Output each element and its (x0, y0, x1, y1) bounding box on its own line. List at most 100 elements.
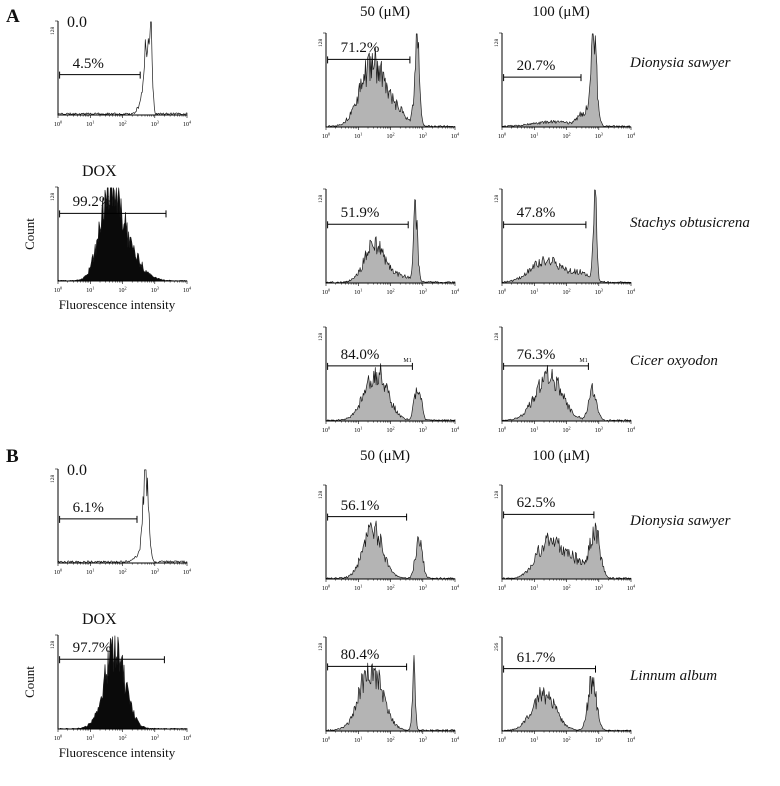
svg-text:102: 102 (562, 132, 570, 141)
histogram-b-dox: 128 100 101 102 103 104 DOX 97.7% Count Fluor… (22, 611, 192, 760)
svg-text:101: 101 (530, 132, 538, 141)
svg-text:101: 101 (86, 286, 94, 295)
plot-title: 0.0 (67, 14, 87, 31)
svg-text:103: 103 (595, 132, 603, 141)
svg-text:100: 100 (498, 426, 506, 435)
svg-text:101: 101 (86, 734, 94, 743)
svg-text:100: 100 (54, 734, 62, 743)
gate-percentage-label: 51.9% (340, 205, 380, 222)
gate-marker-label: M1 (579, 357, 588, 364)
svg-text:103: 103 (151, 286, 159, 295)
gate-percentage-label: 61.7% (516, 649, 556, 666)
histogram-b-dionysia-100: 128 100 101 102 103 104 62.5% (486, 478, 636, 596)
svg-text:101: 101 (354, 288, 362, 297)
histogram-a-dionysia-100: 128 100 101 102 103 104 20.7% (486, 26, 636, 144)
svg-text:128: 128 (50, 27, 56, 36)
svg-text:102: 102 (118, 568, 126, 577)
svg-text:103: 103 (151, 734, 159, 743)
histogram-canvas: 128 100 101 102 103 104 (486, 320, 636, 438)
svg-text:104: 104 (183, 286, 192, 295)
svg-text:103: 103 (595, 736, 603, 745)
histogram-a-dox: 128 100 101 102 103 104 DOX 99.2% Count Fluor… (22, 163, 192, 312)
svg-text:100: 100 (322, 584, 330, 593)
plot-title: DOX (82, 163, 117, 180)
plot-title: DOX (82, 611, 117, 628)
y-axis-count-label: Count (22, 666, 37, 698)
svg-text:100: 100 (54, 568, 62, 577)
svg-text:104: 104 (451, 288, 460, 297)
svg-text:101: 101 (354, 736, 362, 745)
x-axis-fluorescence-label: Fluorescence intensity (58, 745, 176, 760)
svg-text:102: 102 (386, 584, 394, 593)
svg-text:104: 104 (627, 584, 636, 593)
plot-title: 0.0 (67, 462, 87, 479)
svg-text:102: 102 (562, 288, 570, 297)
header-a-100um: 100 (μM) (532, 4, 590, 20)
svg-text:100: 100 (322, 426, 330, 435)
svg-text:103: 103 (595, 584, 603, 593)
svg-text:103: 103 (419, 132, 427, 141)
y-axis-count-label: Count (22, 218, 37, 250)
svg-text:102: 102 (118, 120, 126, 129)
svg-text:102: 102 (562, 426, 570, 435)
svg-text:128: 128 (318, 39, 324, 48)
histogram-canvas: 128 100 101 102 103 104 (310, 630, 460, 748)
histogram-a-stachys-100: 128 100 101 102 103 104 47.8% (486, 182, 636, 300)
svg-text:102: 102 (118, 286, 126, 295)
svg-text:101: 101 (530, 736, 538, 745)
svg-text:128: 128 (318, 491, 324, 500)
svg-text:104: 104 (183, 120, 192, 129)
svg-text:101: 101 (354, 132, 362, 141)
svg-text:103: 103 (151, 120, 159, 129)
histogram-b-linnum-50: 128 100 101 102 103 104 80.4% (310, 630, 460, 748)
gate-percentage-label: 76.3% (516, 346, 556, 363)
histogram-canvas: 128 100 101 102 103 104 (486, 182, 636, 300)
svg-text:101: 101 (86, 120, 94, 129)
svg-text:100: 100 (322, 736, 330, 745)
svg-text:100: 100 (322, 132, 330, 141)
histogram-canvas: 128 100 101 102 103 104 (310, 320, 460, 438)
svg-text:128: 128 (318, 333, 324, 342)
species-label-a-stachys: Stachys obtusicrena (630, 215, 750, 231)
histogram-canvas: 128 100 101 102 103 104 (42, 14, 192, 132)
svg-text:104: 104 (183, 568, 192, 577)
species-label-b-dionysia: Dionysia sawyer (630, 513, 731, 529)
svg-text:104: 104 (451, 584, 460, 593)
histogram-canvas: 128 100 101 102 103 104 (310, 478, 460, 596)
svg-text:101: 101 (530, 426, 538, 435)
gate-percentage-label: 62.5% (516, 495, 556, 512)
svg-text:104: 104 (627, 132, 636, 141)
svg-text:100: 100 (498, 584, 506, 593)
histogram-a-stachys-50: 128 100 101 102 103 104 51.9% (310, 182, 460, 300)
svg-text:128: 128 (494, 39, 500, 48)
histogram-canvas: 256 100 101 102 103 104 (486, 630, 636, 748)
svg-text:128: 128 (50, 641, 56, 650)
svg-text:104: 104 (627, 736, 636, 745)
histogram-canvas: 128 100 101 102 103 104 (42, 462, 192, 580)
svg-text:104: 104 (627, 426, 636, 435)
gate-percentage-label: 80.4% (340, 647, 380, 664)
svg-text:100: 100 (498, 736, 506, 745)
svg-text:128: 128 (50, 193, 56, 202)
gate-percentage-label: 84.0% (340, 346, 380, 363)
svg-text:102: 102 (386, 288, 394, 297)
svg-text:256: 256 (494, 643, 500, 652)
header-a-50um: 50 (μM) (359, 4, 411, 20)
svg-text:104: 104 (451, 132, 460, 141)
svg-text:100: 100 (54, 120, 62, 129)
svg-text:104: 104 (627, 288, 636, 297)
gate-marker-label: M1 (403, 357, 412, 364)
gate-percentage-label: 71.2% (340, 40, 380, 57)
svg-text:128: 128 (494, 491, 500, 500)
histogram-canvas: 128 100 101 102 103 104 (42, 180, 192, 298)
histogram-a-control: 128 100 101 102 103 104 0.0 4.5% (42, 14, 192, 132)
gate-percentage-label: 4.5% (72, 55, 104, 72)
histogram-canvas: 128 100 101 102 103 104 (486, 478, 636, 596)
species-label-a-dionysia: Dionysia sawyer (630, 55, 731, 71)
svg-text:103: 103 (595, 426, 603, 435)
svg-text:101: 101 (86, 568, 94, 577)
header-b-100um: 100 (μM) (532, 448, 590, 464)
gate-percentage-label: 97.7% (72, 640, 112, 657)
svg-text:102: 102 (386, 132, 394, 141)
gate-percentage-label: 99.2% (72, 194, 112, 211)
